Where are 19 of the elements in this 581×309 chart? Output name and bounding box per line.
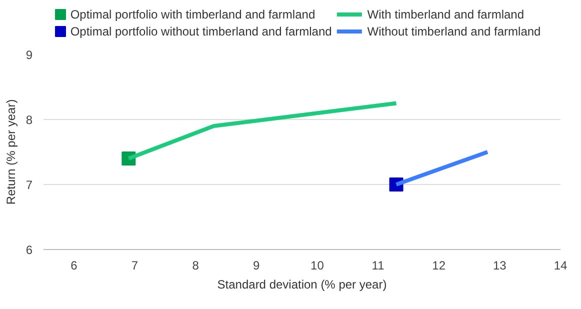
- x-tick-label: 7: [131, 258, 138, 272]
- legend-label: With timberland and farmland: [367, 8, 524, 22]
- y-tick-label: 7: [26, 178, 33, 192]
- x-axis-title: Standard deviation (% per year): [217, 278, 387, 292]
- y-tick-label: 8: [26, 113, 33, 127]
- x-tick-label: 8: [192, 258, 200, 272]
- y-tick-label: 9: [26, 48, 33, 62]
- x-tick-label: 13: [493, 258, 507, 272]
- x-tick-label: 14: [554, 258, 568, 272]
- y-tick-label: 6: [26, 243, 33, 257]
- x-tick-label: 10: [310, 258, 324, 272]
- legend-label: Optimal portfolio with timberland and farmland: [70, 8, 316, 22]
- x-tick-label: 11: [372, 258, 385, 272]
- legend-label: Optimal portfolio without timberland and farmland: [70, 24, 332, 38]
- x-tick-label: 6: [70, 258, 78, 272]
- legend-label: Without timberland and farmland: [367, 24, 541, 38]
- x-tick-label: 12: [432, 258, 446, 272]
- y-axis-title: Return (% per year): [4, 99, 18, 205]
- x-tick-label: 9: [253, 258, 260, 272]
